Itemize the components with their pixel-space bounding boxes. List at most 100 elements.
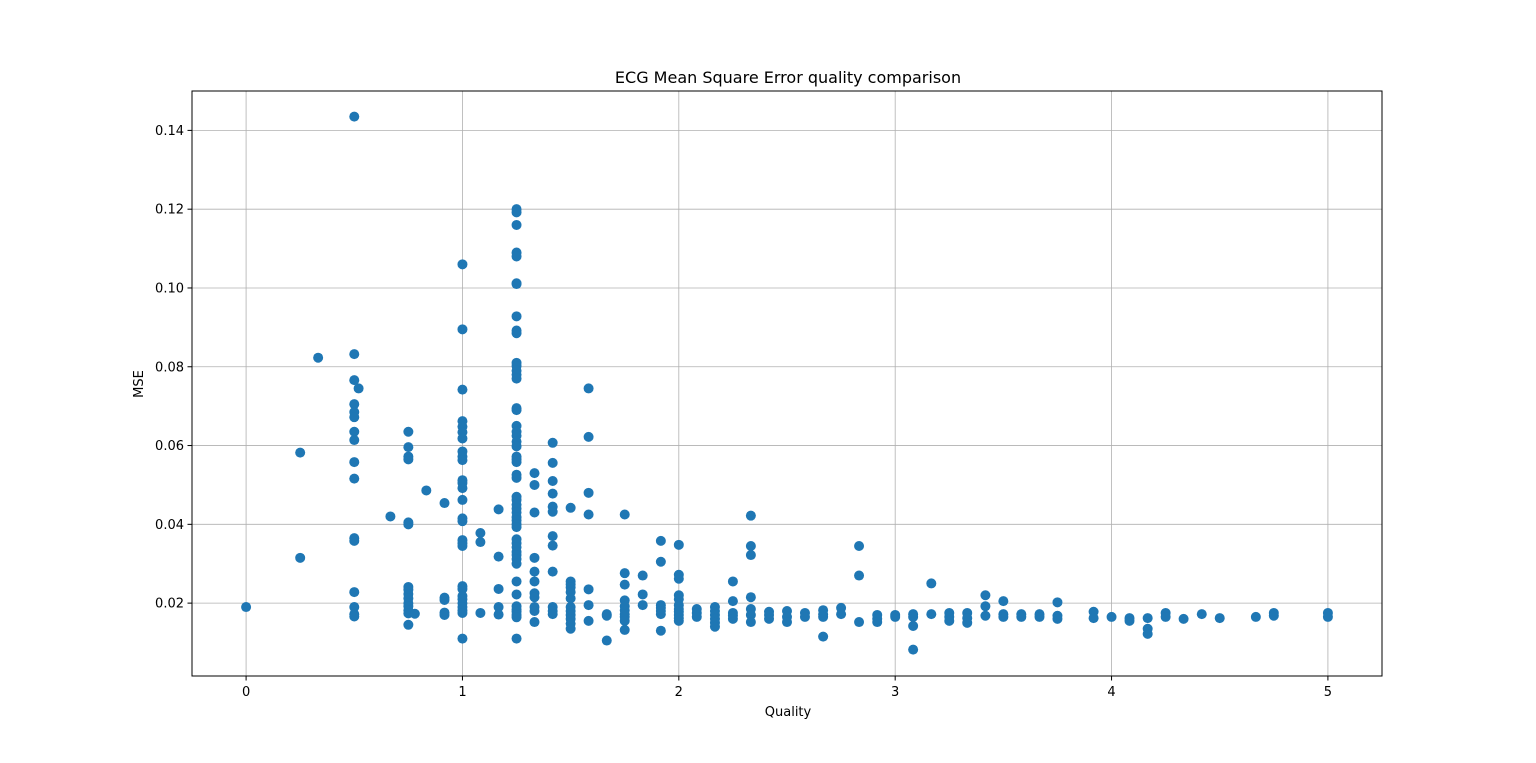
data-point-101: [511, 441, 522, 452]
data-point-36: [403, 619, 414, 630]
data-point-263: [980, 601, 991, 612]
data-point-166: [583, 383, 594, 394]
data-point-142: [547, 437, 558, 448]
data-point-56: [457, 483, 468, 494]
data-point-2: [295, 552, 306, 563]
data-point-187: [637, 589, 648, 600]
data-point-3: [313, 352, 324, 363]
data-point-20: [353, 383, 364, 394]
data-point-7: [349, 399, 360, 410]
data-point-104: [511, 457, 522, 468]
data-points: [241, 111, 1333, 655]
y-tick-label-1: 0.04: [155, 518, 184, 533]
data-point-12: [349, 457, 360, 468]
data-point-165: [565, 623, 576, 634]
data-point-286: [1196, 609, 1207, 620]
data-point-255: [926, 609, 937, 620]
data-point-285: [1178, 613, 1189, 624]
data-point-154: [565, 502, 576, 513]
data-point-223: [745, 550, 756, 561]
data-point-94: [511, 373, 522, 384]
data-point-136: [529, 576, 540, 587]
grid: [192, 91, 1382, 676]
data-point-239: [818, 631, 829, 642]
x-tick-label-0: 0: [242, 685, 250, 700]
data-point-189: [655, 535, 666, 546]
data-point-130: [511, 633, 522, 644]
data-point-258: [944, 615, 955, 626]
data-point-25: [403, 454, 414, 465]
data-point-264: [980, 610, 991, 621]
data-point-149: [547, 540, 558, 551]
data-point-247: [872, 617, 883, 628]
data-point-140: [529, 606, 540, 616]
y-axis-ticks: 0.02 0.04 0.06 0.08 0.10 0.12 0.14: [155, 124, 192, 612]
data-point-1: [295, 447, 306, 458]
data-point-253: [908, 644, 919, 655]
data-point-265: [998, 596, 1009, 607]
data-point-15: [349, 535, 360, 546]
data-point-209: [691, 611, 702, 622]
data-point-252: [908, 620, 919, 631]
data-point-123: [511, 576, 522, 587]
data-point-74: [475, 607, 486, 618]
data-point-261: [962, 617, 973, 628]
data-point-43: [439, 609, 450, 620]
data-point-133: [529, 507, 540, 518]
data-point-148: [547, 531, 558, 542]
x-tick-label-1: 1: [458, 685, 466, 700]
data-point-194: [655, 609, 666, 620]
data-point-87: [511, 311, 522, 322]
plot-frame: [191, 90, 1383, 677]
data-point-96: [511, 405, 522, 416]
data-point-78: [493, 602, 504, 613]
data-point-216: [727, 576, 738, 587]
data-point-284: [1160, 611, 1171, 622]
data-point-64: [457, 583, 468, 594]
data-point-238: [818, 611, 829, 622]
data-point-44: [457, 259, 468, 270]
data-point-233: [782, 617, 792, 628]
data-point-46: [457, 384, 468, 395]
data-point-254: [926, 578, 937, 589]
data-point-38: [421, 485, 432, 496]
data-point-169: [583, 509, 594, 520]
data-point-280: [1142, 613, 1153, 624]
data-point-9: [349, 412, 360, 423]
data-point-145: [547, 488, 558, 499]
data-point-277: [1106, 611, 1117, 622]
x-tick-label-3: 3: [891, 685, 899, 700]
data-point-143: [547, 457, 558, 468]
data-point-198: [673, 573, 684, 584]
data-point-129: [511, 612, 522, 623]
x-axis-label: Quality: [765, 705, 812, 720]
data-point-59: [457, 516, 468, 527]
data-point-224: [745, 592, 756, 603]
data-point-41: [439, 594, 450, 605]
y-tick-label-2: 0.06: [155, 439, 184, 454]
data-point-132: [529, 479, 540, 490]
data-point-6: [349, 375, 360, 386]
data-point-279: [1124, 615, 1135, 626]
data-point-4: [349, 111, 360, 122]
data-point-50: [457, 433, 468, 444]
data-point-176: [619, 509, 630, 520]
data-point-170: [583, 584, 594, 595]
data-point-168: [583, 487, 594, 498]
chart-title: ECG Mean Square Error quality comparison: [615, 68, 961, 87]
data-point-21: [385, 511, 396, 522]
data-point-45: [457, 324, 468, 335]
data-point-144: [547, 476, 558, 486]
x-tick-label-4: 4: [1107, 685, 1115, 700]
data-point-226: [745, 609, 756, 620]
data-point-274: [1052, 613, 1063, 624]
data-point-174: [601, 610, 612, 621]
data-point-62: [457, 541, 468, 551]
data-point-134: [529, 552, 540, 563]
data-point-153: [547, 609, 558, 620]
data-point-159: [565, 593, 576, 604]
data-point-73: [475, 537, 486, 548]
y-tick-label-6: 0.14: [155, 124, 184, 139]
data-point-11: [349, 435, 360, 446]
